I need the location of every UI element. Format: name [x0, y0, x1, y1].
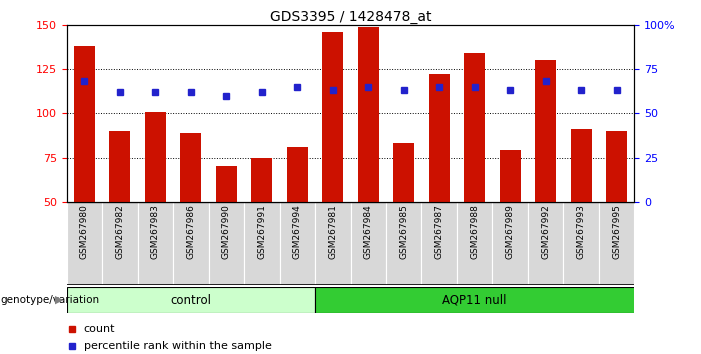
- Bar: [74, 46, 95, 202]
- Text: GSM267994: GSM267994: [293, 204, 301, 259]
- Text: GSM267984: GSM267984: [364, 204, 373, 259]
- Bar: [180, 133, 201, 202]
- Bar: [67, 202, 102, 285]
- Bar: [457, 202, 492, 285]
- Bar: [421, 202, 457, 285]
- Text: GSM267982: GSM267982: [116, 204, 124, 259]
- Text: GSM267991: GSM267991: [257, 204, 266, 259]
- Text: GSM267995: GSM267995: [612, 204, 621, 259]
- Bar: [492, 202, 528, 285]
- Text: count: count: [83, 324, 115, 333]
- Text: percentile rank within the sample: percentile rank within the sample: [83, 341, 271, 351]
- Bar: [464, 53, 485, 202]
- Bar: [315, 202, 350, 285]
- Bar: [571, 129, 592, 202]
- Bar: [67, 287, 315, 313]
- Bar: [428, 74, 450, 202]
- Bar: [350, 202, 386, 285]
- Text: control: control: [170, 293, 211, 307]
- Text: GSM267989: GSM267989: [505, 204, 515, 259]
- Bar: [386, 202, 421, 285]
- Text: GSM267992: GSM267992: [541, 204, 550, 259]
- Bar: [606, 131, 627, 202]
- Bar: [251, 158, 273, 202]
- Bar: [315, 287, 652, 313]
- Bar: [109, 131, 130, 202]
- Text: GSM267983: GSM267983: [151, 204, 160, 259]
- Bar: [209, 202, 244, 285]
- Text: GSM267993: GSM267993: [577, 204, 585, 259]
- Text: GSM267985: GSM267985: [400, 204, 408, 259]
- Text: AQP11 null: AQP11 null: [442, 293, 507, 307]
- Text: GSM267990: GSM267990: [222, 204, 231, 259]
- Bar: [535, 60, 557, 202]
- Text: GSM267987: GSM267987: [435, 204, 444, 259]
- Bar: [322, 32, 343, 202]
- Bar: [564, 202, 599, 285]
- Text: GSM267988: GSM267988: [470, 204, 479, 259]
- Bar: [102, 202, 137, 285]
- Bar: [173, 202, 209, 285]
- Bar: [287, 147, 308, 202]
- Text: GSM267981: GSM267981: [328, 204, 337, 259]
- Text: GSM267980: GSM267980: [80, 204, 89, 259]
- Bar: [144, 112, 166, 202]
- Text: ▶: ▶: [55, 295, 63, 305]
- Bar: [280, 202, 315, 285]
- Bar: [500, 150, 521, 202]
- Title: GDS3395 / 1428478_at: GDS3395 / 1428478_at: [270, 10, 431, 24]
- Bar: [599, 202, 634, 285]
- Bar: [358, 27, 379, 202]
- Bar: [216, 166, 237, 202]
- Bar: [528, 202, 564, 285]
- Text: genotype/variation: genotype/variation: [1, 295, 100, 305]
- Bar: [244, 202, 280, 285]
- Text: GSM267986: GSM267986: [186, 204, 196, 259]
- Bar: [137, 202, 173, 285]
- Bar: [393, 143, 414, 202]
